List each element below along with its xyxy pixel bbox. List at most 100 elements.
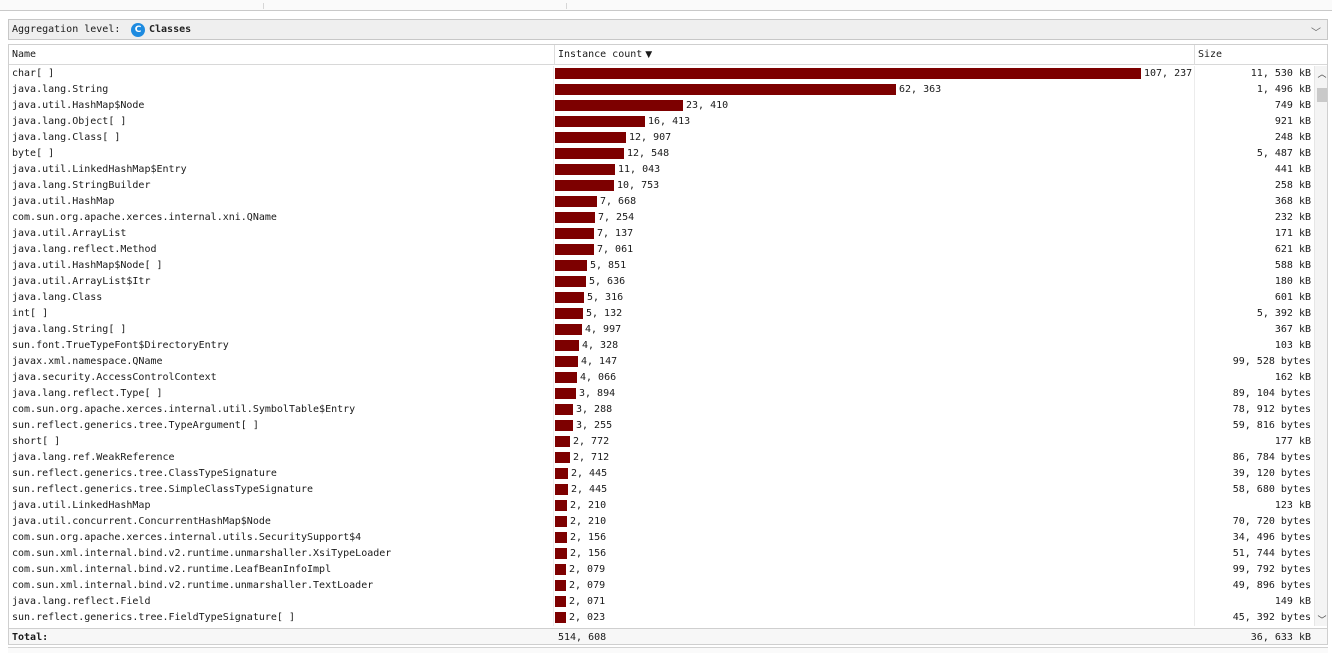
instance-count-bar — [555, 612, 566, 623]
instance-count-value: 12, 548 — [627, 148, 670, 159]
chevron-down-icon[interactable]: ﹀ — [1311, 28, 1321, 39]
class-name: java.lang.String[ ] — [9, 322, 554, 338]
class-name: sun.reflect.generics.tree.SimpleClassTyp… — [9, 482, 554, 498]
class-name: sun.reflect.generics.tree.TypeArgument[ … — [9, 418, 554, 434]
table-row[interactable]: com.sun.xml.internal.bind.v2.runtime.unm… — [9, 578, 1313, 594]
instance-count-bar — [555, 484, 568, 495]
class-name: java.util.HashMap$Node — [9, 98, 554, 114]
table-row[interactable]: java.lang.reflect.Field 2, 071 149 kB — [9, 594, 1313, 610]
table-row[interactable]: java.security.AccessControlContext 4, 066… — [9, 370, 1313, 386]
column-header-name[interactable]: Name — [9, 45, 555, 65]
instance-count-cell: 2, 210 — [555, 498, 1195, 514]
class-name: java.security.AccessControlContext — [9, 370, 554, 386]
size-value: 441 kB — [1274, 164, 1311, 175]
instance-count-cell: 2, 079 — [555, 578, 1195, 594]
scroll-down-arrow-icon[interactable]: ﹀ — [1317, 615, 1327, 626]
size-value: 70, 720 bytes — [1232, 516, 1311, 527]
scroll-up-arrow-icon[interactable]: ︿ — [1317, 69, 1327, 80]
table-row[interactable]: java.util.LinkedHashMap 2, 210 123 kB — [9, 498, 1313, 514]
size-value: 34, 496 bytes — [1232, 532, 1311, 543]
class-name: short[ ] — [9, 434, 554, 450]
instance-count-bar — [555, 276, 586, 287]
table-row[interactable]: sun.reflect.generics.tree.ClassTypeSigna… — [9, 466, 1313, 482]
table-row[interactable]: short[ ] 2, 772 177 kB — [9, 434, 1313, 450]
table-row[interactable]: java.lang.StringBuilder 10, 753 258 kB — [9, 178, 1313, 194]
table-row[interactable]: javax.xml.namespace.QName 4, 147 99, 528 b… — [9, 354, 1313, 370]
table-row[interactable]: java.lang.Class 5, 316 601 kB — [9, 290, 1313, 306]
instance-count-bar — [555, 148, 624, 159]
instance-count-cell: 11, 043 — [555, 162, 1195, 178]
class-name: java.lang.StringBuilder — [9, 178, 554, 194]
table-row[interactable]: sun.reflect.generics.tree.FieldTypeSigna… — [9, 610, 1313, 626]
table-row[interactable]: char[ ] 107, 237 11, 530 kB — [9, 66, 1313, 82]
instance-count-bar — [555, 516, 567, 527]
table-row[interactable]: java.lang.reflect.Type[ ] 3, 894 89, 104 b… — [9, 386, 1313, 402]
instance-count-cell: 3, 894 — [555, 386, 1195, 402]
instance-count-value: 11, 043 — [618, 164, 661, 175]
instance-count-value: 7, 254 — [598, 212, 635, 223]
table-row[interactable]: java.util.concurrent.ConcurrentHashMap$N… — [9, 514, 1313, 530]
table-row[interactable]: java.lang.ref.WeakReference 2, 712 86, 784… — [9, 450, 1313, 466]
instance-count-cell: 2, 445 — [555, 466, 1195, 482]
table-row[interactable]: com.sun.org.apache.xerces.internal.util.… — [9, 402, 1313, 418]
table-row[interactable]: sun.reflect.generics.tree.TypeArgument[ … — [9, 418, 1313, 434]
instance-count-value: 2, 023 — [569, 612, 606, 623]
table-row[interactable]: java.util.HashMap$Node 23, 410 749 kB — [9, 98, 1313, 114]
table-row[interactable]: java.lang.Class[ ] 12, 907 248 kB — [9, 130, 1313, 146]
table-row[interactable]: sun.reflect.generics.tree.SimpleClassTyp… — [9, 482, 1313, 498]
top-border — [0, 0, 1332, 11]
instance-count-cell: 7, 668 — [555, 194, 1195, 210]
size-value: 78, 912 bytes — [1232, 404, 1311, 415]
table-row[interactable]: java.lang.reflect.Method 7, 061 621 kB — [9, 242, 1313, 258]
column-header-instance-count[interactable]: Instance count ▼ — [555, 45, 1195, 65]
table-row[interactable]: com.sun.org.apache.xerces.internal.xni.Q… — [9, 210, 1313, 226]
instance-count-value: 5, 636 — [589, 276, 626, 287]
table-row[interactable]: com.sun.xml.internal.bind.v2.runtime.Lea… — [9, 562, 1313, 578]
instance-count-value: 2, 712 — [573, 452, 610, 463]
table-row[interactable]: byte[ ] 12, 548 5, 487 kB — [9, 146, 1313, 162]
instance-count-value: 62, 363 — [899, 84, 942, 95]
table-row[interactable]: java.util.HashMap 7, 668 368 kB — [9, 194, 1313, 210]
instance-count-bar — [555, 356, 578, 367]
vertical-scrollbar[interactable]: ︿ ﹀ — [1314, 66, 1327, 626]
total-label: Total: — [12, 632, 49, 643]
instance-count-bar — [555, 68, 1141, 79]
table-row[interactable]: java.lang.String 62, 363 1, 496 kB — [9, 82, 1313, 98]
table-row[interactable]: sun.font.TrueTypeFont$DirectoryEntry 4, 3… — [9, 338, 1313, 354]
table-row[interactable]: int[ ] 5, 132 5, 392 kB — [9, 306, 1313, 322]
class-name: java.lang.Class[ ] — [9, 130, 554, 146]
table-row[interactable]: java.util.LinkedHashMap$Entry 11, 043 441 … — [9, 162, 1313, 178]
instance-count-value: 7, 061 — [597, 244, 634, 255]
instance-count-cell: 23, 410 — [555, 98, 1195, 114]
scrollbar-thumb[interactable] — [1317, 88, 1327, 102]
size-value: 51, 744 bytes — [1232, 548, 1311, 559]
table-row[interactable]: com.sun.xml.internal.bind.v2.runtime.unm… — [9, 546, 1313, 562]
instance-count-bar — [555, 596, 566, 607]
column-header-size[interactable]: Size — [1195, 45, 1327, 65]
instance-count-cell: 10, 753 — [555, 178, 1195, 194]
instance-count-cell: 2, 772 — [555, 434, 1195, 450]
class-icon: C — [131, 22, 145, 37]
table-row[interactable]: java.lang.Object[ ] 16, 413 921 kB — [9, 114, 1313, 130]
class-name: java.lang.String — [9, 82, 554, 98]
instance-count-value: 16, 413 — [648, 116, 691, 127]
instance-count-bar — [555, 580, 566, 591]
instance-count-bar — [555, 420, 573, 431]
class-name: java.lang.ref.WeakReference — [9, 450, 554, 466]
table-row[interactable]: java.util.ArrayList 7, 137 171 kB — [9, 226, 1313, 242]
table-row[interactable]: java.lang.String[ ] 4, 997 367 kB — [9, 322, 1313, 338]
table-row[interactable]: java.util.HashMap$Node[ ] 5, 851 588 kB — [9, 258, 1313, 274]
instance-count-value: 5, 316 — [587, 292, 624, 303]
table-row[interactable]: com.sun.org.apache.xerces.internal.utils… — [9, 530, 1313, 546]
instance-count-value: 4, 066 — [580, 372, 617, 383]
instance-count-cell: 7, 061 — [555, 242, 1195, 258]
instance-count-value: 23, 410 — [686, 100, 729, 111]
table-row[interactable]: java.util.ArrayList$Itr 5, 636 180 kB — [9, 274, 1313, 290]
class-name: java.util.HashMap — [9, 194, 554, 210]
column-header-name-label: Name — [12, 49, 37, 60]
instance-count-cell: 5, 636 — [555, 274, 1195, 290]
aggregation-level-selector[interactable]: Aggregation level: C Classes ﹀ — [8, 19, 1328, 40]
class-name: java.util.HashMap$Node[ ] — [9, 258, 554, 274]
instance-count-bar — [555, 84, 896, 95]
instance-count-cell: 2, 156 — [555, 530, 1195, 546]
